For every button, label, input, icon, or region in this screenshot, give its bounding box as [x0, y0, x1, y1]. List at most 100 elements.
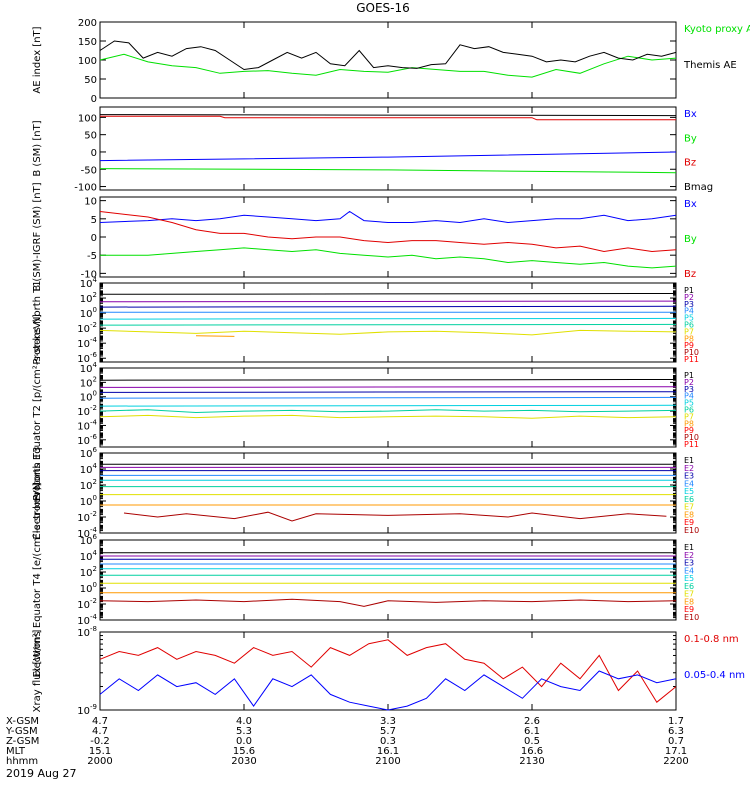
legend-entry: P3: [684, 300, 694, 309]
series-line: [99, 305, 677, 308]
y-tick-label: 0: [91, 94, 97, 105]
y-tick-label: 10-2: [77, 510, 97, 524]
legend-entry: P10: [684, 433, 699, 442]
y-axis-label: Protons North T1: [32, 280, 43, 364]
legend-entry: P8: [684, 419, 694, 428]
y-tick-label: 104: [80, 549, 98, 563]
legend-entry: E1: [684, 456, 694, 465]
y-tick-label: 100: [78, 56, 97, 67]
legend-entry: E3: [684, 559, 694, 568]
y-tick-label: 102: [80, 375, 97, 389]
legend-entry: Themis AE: [683, 60, 737, 71]
date-label: 2019 Aug 27: [6, 767, 76, 780]
y-tick-label: 100: [80, 306, 97, 320]
legend-entry: E6: [684, 582, 694, 591]
y-axis-label: Electrons North T3: [32, 446, 43, 539]
y-tick-exponent: 4: [93, 361, 98, 369]
series-line: [99, 639, 677, 703]
time-axis-value: 4.7: [92, 716, 108, 727]
y-tick-exponent: 0: [93, 581, 97, 589]
legend-entry: E9: [684, 605, 694, 614]
y-tick-label: 5: [91, 215, 97, 226]
time-axis-value: 0.3: [380, 736, 396, 747]
y-tick-label: 50: [84, 75, 97, 86]
series-line: [99, 404, 677, 407]
time-axis-value: 0.0: [236, 736, 252, 747]
legend-entry: E5: [684, 574, 694, 583]
legend-entry: P11: [684, 440, 699, 449]
y-tick-label: 106: [80, 533, 98, 547]
y-tick-label: 10-4: [77, 418, 97, 432]
series-line: [195, 335, 235, 337]
y-axis-label: Xray flux [W/m²]: [32, 630, 43, 713]
y-tick-exponent: -4: [90, 336, 98, 344]
y-tick-label: 10-4: [77, 336, 97, 350]
y-tick-exponent: 0: [93, 390, 97, 398]
y-axis-label: B (SM) [nT]: [32, 120, 43, 176]
time-axis-value: -0.2: [90, 736, 110, 747]
y-tick-exponent: -2: [90, 597, 97, 605]
legend-entry: P3: [684, 385, 694, 394]
legend-entry: P8: [684, 334, 694, 343]
y-tick-label: 106: [80, 446, 98, 460]
time-axis-value: 17.1: [665, 746, 687, 757]
series-line: [99, 396, 677, 399]
series-line: [99, 151, 677, 162]
y-tick-label: 104: [80, 276, 98, 290]
time-axis-value: 4.0: [236, 716, 252, 727]
y-tick-exponent: 4: [93, 276, 98, 284]
y-tick-exponent: -4: [90, 418, 98, 426]
series-line: [99, 323, 677, 326]
y-axis-label: B (SM)-IGRF (SM) [nT]: [32, 182, 43, 291]
time-axis-value: 16.1: [377, 746, 399, 757]
series-line: [99, 40, 677, 71]
y-tick-label: 10-2: [77, 597, 97, 611]
legend-entry: E10: [684, 613, 699, 622]
time-axis-value: 3.3: [380, 716, 396, 727]
time-axis-value: 15.1: [89, 746, 111, 757]
legend-entry: E4: [684, 566, 694, 575]
y-tick-exponent: 0: [93, 494, 97, 502]
series-line: [99, 670, 677, 711]
y-tick-exponent: -6: [90, 433, 98, 441]
legend-entry: P2: [684, 378, 694, 387]
panel-frame: [99, 539, 677, 621]
time-axis: X-GSM 4.7 4.0 3.3 2.6 1.7 Y-GSM 4.7 5.3 5.7 6.1 6.3…: [5, 716, 689, 767]
time-axis-value: 2130: [519, 756, 544, 767]
y-tick-exponent: -4: [90, 526, 98, 534]
legend-entry: P6: [684, 321, 694, 330]
series-line: [99, 386, 677, 388]
panel-bdiff: -10 -5 0 5 10 B (SM)-IGRF (SM) [nT] Bx By Bz: [32, 182, 697, 291]
series-line: [99, 210, 677, 224]
time-axis-row-label: Z-GSM: [6, 736, 39, 747]
time-axis-row-label: Y-GSM: [5, 726, 38, 737]
y-tick-label: 102: [80, 291, 97, 305]
series-line: [99, 168, 677, 174]
y-tick-exponent: 6: [93, 446, 98, 454]
series-line: [99, 379, 677, 381]
time-axis-value: 2030: [231, 756, 256, 767]
legend-entry: E3: [684, 472, 694, 481]
panel-frame: [99, 282, 677, 363]
panel-frame: [99, 196, 677, 278]
y-tick-exponent: -2: [90, 321, 97, 329]
time-axis-value: 1.7: [668, 716, 684, 727]
legend-entry: P2: [684, 293, 694, 302]
series-line: [99, 414, 677, 419]
legend-entry: P9: [684, 341, 694, 350]
legend-entry: Bz: [684, 269, 696, 280]
time-axis-row-label: MLT: [6, 746, 26, 757]
y-tick-label: 100: [80, 581, 97, 595]
legend-entry: E8: [684, 597, 694, 606]
y-tick-label: 10-9: [77, 703, 97, 717]
y-tick-exponent: 2: [93, 478, 97, 486]
y-tick-label: 0: [91, 233, 97, 244]
legend-entry: 0.1-0.8 nm: [684, 634, 739, 645]
legend-entry: P6: [684, 406, 694, 415]
series-line: [99, 300, 677, 303]
y-tick-exponent: 4: [93, 462, 98, 470]
time-axis-value: 2.6: [524, 716, 540, 727]
